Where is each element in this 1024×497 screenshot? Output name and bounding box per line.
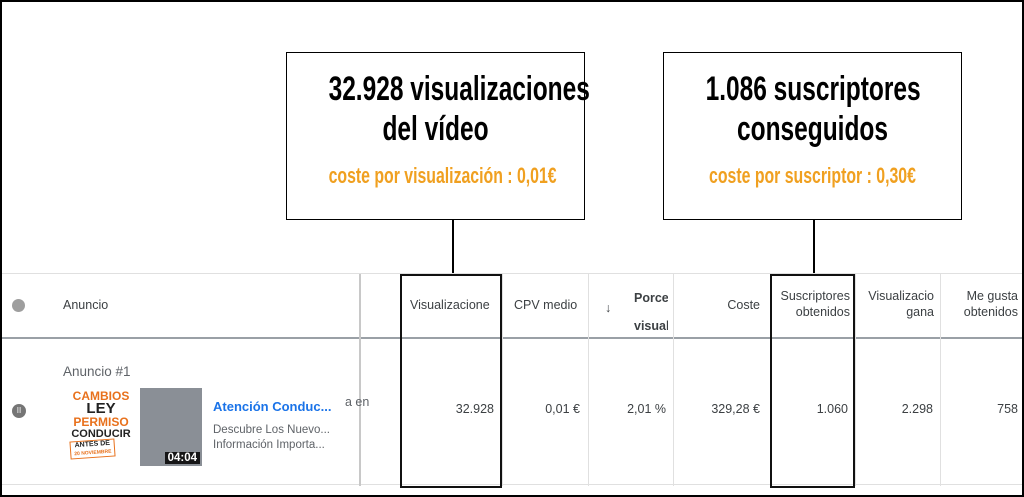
thumbnail-line: LEY <box>86 400 116 417</box>
column-header[interactable]: CPV medio <box>514 298 578 312</box>
header-line: Visualizacio <box>868 289 934 303</box>
annotation-line: del vídeo <box>382 110 489 148</box>
column-header[interactable]: Me gusta obtenidos <box>944 288 1018 320</box>
video-duration: 04:04 <box>164 452 200 464</box>
description-line: Descubre Los Nuevo... <box>213 424 330 436</box>
cell: 2.298 <box>901 402 933 416</box>
header-divider <box>2 337 1022 339</box>
column-divider <box>673 274 674 486</box>
thumbnail-line: CONDUCIR <box>71 428 131 440</box>
column-divider <box>588 274 589 486</box>
column-header[interactable]: Visualizacio gana <box>860 288 934 320</box>
thumbnail-line: CAMBIOS <box>72 389 130 403</box>
header-line: gana <box>906 305 934 319</box>
connector <box>452 220 454 274</box>
column-header[interactable]: Visualizacione <box>410 298 490 312</box>
badge-line: 20 NOVIEMBRE <box>74 448 112 458</box>
status-paused-icon[interactable]: II <box>12 404 26 418</box>
cell: 758 <box>997 402 1018 416</box>
thumbnail-line: PERMISO <box>73 415 129 429</box>
column-header[interactable]: Coste <box>727 298 760 312</box>
annotation-subtitle: coste por suscriptor : 0,30€ <box>709 163 916 188</box>
connector <box>813 220 815 274</box>
column-header[interactable]: Suscriptores obtenidos <box>776 288 850 320</box>
row-label: Anuncio #1 <box>63 364 131 379</box>
column-divider <box>940 274 941 486</box>
description-line: Información Importa... <box>213 439 325 451</box>
thumbnail-badge: ANTES DE 20 NOVIEMBRE <box>69 438 116 460</box>
annotation-subtitle: coste por visualización : 0,01€ <box>328 163 557 188</box>
annotation-title: 1.086 suscriptores conseguidos <box>705 69 921 149</box>
column-divider <box>855 274 856 486</box>
annotation-box: 1.086 suscriptores conseguidos coste por … <box>663 52 962 220</box>
header-line: Porce <box>634 291 668 305</box>
ad-description: Descubre Los Nuevo... Información Importa… <box>213 423 330 453</box>
header-line: Me gusta <box>966 289 1018 303</box>
thumbnail[interactable]: CAMBIOS LEY PERMISO CONDUCIR ANTES DE 20 … <box>64 388 202 466</box>
header-line: obtenidos <box>795 305 850 319</box>
annotation-line: 1.086 suscriptores <box>705 70 921 108</box>
highlight-box <box>400 274 502 488</box>
cell: 1.060 <box>816 402 848 416</box>
annotation-box: 32.928 visualizaciones del vídeo coste po… <box>286 52 590 220</box>
cell: 2,01 % <box>627 402 666 416</box>
column-divider <box>502 274 503 486</box>
column-header[interactable]: Anuncio <box>63 298 109 312</box>
column-divider <box>359 274 361 486</box>
annotation-line: conseguidos <box>737 110 888 148</box>
header-line: obtenidos <box>963 305 1018 319</box>
column-header[interactable]: Porce visualiz <box>634 284 668 340</box>
table-top-border <box>2 273 1022 274</box>
truncated-text: a en <box>345 395 370 409</box>
highlight-box <box>770 274 855 488</box>
cell: 329,28 € <box>711 402 760 416</box>
thumbnail-text: CAMBIOS LEY PERMISO CONDUCIR <box>66 390 136 440</box>
row-divider <box>2 484 1022 485</box>
header-line: Suscriptores <box>780 289 850 303</box>
annotation-title: 32.928 visualizaciones del vídeo <box>328 69 590 149</box>
cell: 0,01 € <box>545 402 580 416</box>
annotation-line: 32.928 visualizaciones <box>328 70 590 108</box>
header-line: visualiz <box>634 319 668 333</box>
select-all-toggle[interactable] <box>12 299 25 312</box>
cell: 32.928 <box>455 402 494 416</box>
ad-title-link[interactable]: Atención Conduc... <box>213 399 332 414</box>
sort-arrow[interactable]: ↓ <box>605 301 612 315</box>
